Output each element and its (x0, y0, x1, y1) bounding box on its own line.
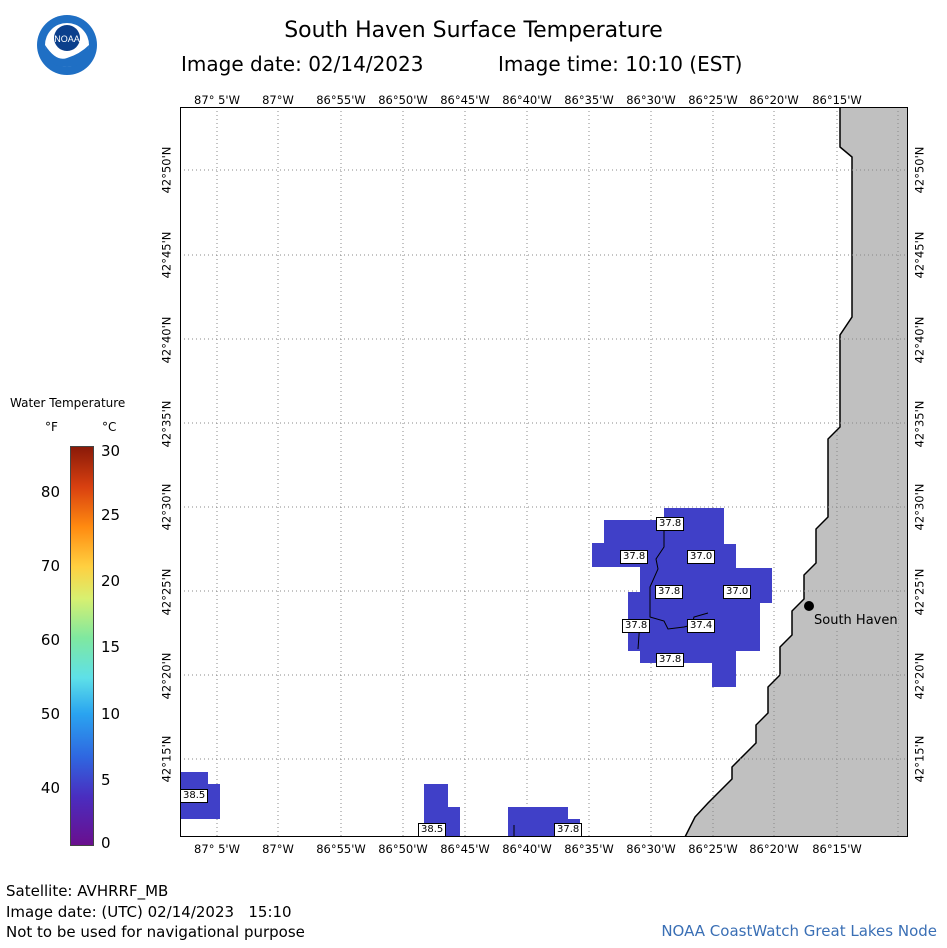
lat-label: 42°50'N (912, 146, 927, 194)
temp-label: 37.8 (620, 550, 649, 564)
lon-label: 86°25'W (688, 93, 738, 107)
lon-label: 86°45'W (440, 93, 490, 107)
graticule (180, 107, 908, 837)
temp-label: 38.5 (418, 823, 447, 837)
legend-unit-c: °C (102, 420, 117, 434)
lat-label: 42°40'N (159, 316, 174, 364)
temperature-colorbar (70, 446, 94, 846)
f-tick: 40 (40, 779, 60, 797)
temp-label: 37.8 (554, 823, 583, 837)
legend-title: Water Temperature (10, 396, 126, 410)
land-area (683, 106, 909, 838)
lat-label: 42°35'N (159, 400, 174, 448)
lon-label: 86°40'W (502, 93, 552, 107)
lon-label: 87°W (262, 93, 294, 107)
temp-label: 37.8 (655, 585, 684, 599)
lat-label: 42°45'N (159, 231, 174, 279)
temp-label: 37.0 (687, 550, 716, 564)
lon-label: 86°25'W (688, 842, 738, 856)
temp-label: 37.4 (687, 619, 716, 633)
c-tick: 5 (101, 771, 111, 789)
f-tick: 80 (40, 483, 60, 501)
lon-label: 86°40'W (502, 842, 552, 856)
credit-line: NOAA CoastWatch Great Lakes Node (661, 922, 937, 940)
lat-label: 42°30'N (159, 483, 174, 531)
temp-label: 38.5 (180, 789, 209, 803)
temp-label: 37.8 (622, 619, 651, 633)
map-svg (180, 106, 909, 838)
satellite-info: Satellite: AVHRRF_MB (6, 882, 169, 900)
lat-label: 42°30'N (912, 483, 927, 531)
c-tick: 25 (101, 506, 121, 524)
lon-label: 87° 5'W (194, 93, 240, 107)
lon-label: 86°35'W (564, 93, 614, 107)
image-time: Image time: 10:10 (EST) (498, 52, 743, 76)
temp-label: 37.0 (723, 585, 752, 599)
lon-label: 86°15'W (812, 93, 862, 107)
temp-label: 37.8 (656, 517, 685, 531)
lon-label: 86°50'W (378, 842, 428, 856)
temp-label: 37.8 (656, 653, 685, 667)
lon-label: 86°55'W (316, 842, 366, 856)
lon-label: 86°35'W (564, 842, 614, 856)
lat-label: 42°25'N (912, 568, 927, 616)
c-tick: 0 (101, 834, 111, 852)
city-marker (804, 601, 814, 611)
disclaimer: Not to be used for navigational purpose (6, 923, 305, 941)
logo-text: NOAA (54, 34, 80, 44)
c-tick: 20 (101, 572, 121, 590)
c-tick: 10 (101, 705, 121, 723)
lon-label: 87°W (262, 842, 294, 856)
lat-label: 42°25'N (159, 568, 174, 616)
c-tick: 15 (101, 638, 121, 656)
image-date: Image date: 02/14/2023 (181, 52, 424, 76)
lon-label: 86°30'W (626, 93, 676, 107)
lon-label: 86°30'W (626, 842, 676, 856)
lon-label: 86°50'W (378, 93, 428, 107)
f-tick: 70 (40, 557, 60, 575)
temperature-pixels (180, 508, 772, 837)
lat-label: 42°20'N (912, 652, 927, 700)
lat-label: 42°45'N (912, 231, 927, 279)
map-title: South Haven Surface Temperature (284, 18, 663, 43)
lat-label: 42°50'N (159, 146, 174, 194)
lon-label: 87° 5'W (194, 842, 240, 856)
lat-label: 42°35'N (912, 400, 927, 448)
lon-label: 86°20'W (749, 93, 799, 107)
utc-date: Image date: (UTC) 02/14/2023 15:10 (6, 903, 292, 921)
f-tick: 50 (40, 705, 60, 723)
lon-label: 86°15'W (812, 842, 862, 856)
lon-label: 86°20'W (749, 842, 799, 856)
map-area: 37.8 37.8 37.0 37.8 37.0 37.8 37.4 37.8 … (180, 106, 909, 838)
lat-label: 42°15'N (912, 735, 927, 783)
lat-label: 42°40'N (912, 316, 927, 364)
lon-label: 86°45'W (440, 842, 490, 856)
lat-label: 42°15'N (159, 735, 174, 783)
legend-unit-f: °F (45, 420, 58, 434)
c-tick: 30 (101, 442, 121, 460)
lon-label: 86°55'W (316, 93, 366, 107)
noaa-logo: NOAA (36, 14, 98, 76)
city-label: South Haven (814, 613, 898, 628)
f-tick: 60 (40, 631, 60, 649)
lat-label: 42°20'N (159, 652, 174, 700)
